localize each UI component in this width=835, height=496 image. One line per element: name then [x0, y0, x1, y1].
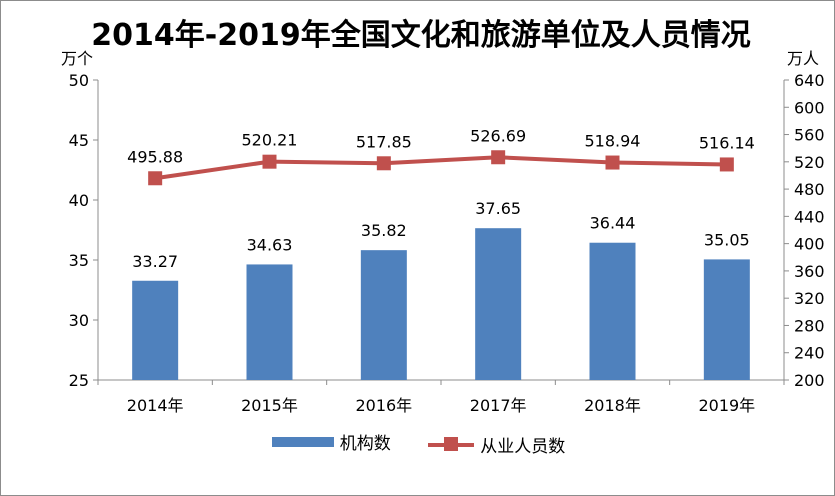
bar-data-label: 36.44 — [590, 214, 636, 233]
legend-line-swatch — [428, 436, 475, 451]
left-axis-unit: 万个 — [61, 49, 94, 68]
line-data-label: 520.21 — [242, 131, 298, 150]
legend-label-bars: 机构数 — [339, 434, 391, 454]
right-axis-tick-label: 240 — [794, 344, 825, 363]
bar — [475, 228, 522, 380]
line-point — [719, 157, 734, 172]
right-axis-tick-label: 320 — [794, 289, 825, 308]
right-axis-tick-label: 640 — [794, 71, 825, 90]
x-axis-tick-label: 2016年 — [355, 396, 412, 415]
legend-item-line: 从业人员数 — [428, 432, 565, 457]
x-axis-tick-label: 2017年 — [470, 396, 527, 415]
left-axis-tick-label: 50 — [69, 71, 89, 90]
chart-legend: 机构数 从业人员数 — [1, 429, 835, 457]
right-axis-tick-label: 480 — [794, 180, 825, 199]
bar — [132, 280, 179, 380]
chart-title: 2014年-2019年全国文化和旅游单位及人员情况 — [91, 18, 751, 53]
line-point — [491, 150, 506, 165]
bar — [589, 242, 636, 380]
x-axis-tick-label: 2019年 — [698, 396, 755, 415]
legend-item-bars: 机构数 — [271, 429, 391, 454]
left-axis-tick-label: 25 — [69, 371, 89, 390]
line-point — [376, 156, 391, 171]
x-axis-tick-label: 2014年 — [127, 396, 184, 415]
bar-data-label: 34.63 — [247, 235, 293, 254]
left-axis-tick-label: 40 — [69, 191, 89, 210]
left-axis-tick-label: 35 — [69, 251, 89, 270]
bar-data-label: 35.82 — [361, 221, 407, 240]
line-data-label: 518.94 — [585, 132, 641, 151]
right-axis-tick-label: 600 — [794, 98, 825, 117]
right-axis-tick-label: 280 — [794, 316, 825, 335]
line-data-label: 526.69 — [470, 126, 526, 145]
line-data-label: 517.85 — [356, 132, 412, 151]
bar — [360, 250, 407, 380]
legend-label-line: 从业人员数 — [480, 437, 566, 457]
bar — [703, 259, 750, 380]
bar-data-label: 35.05 — [704, 230, 750, 249]
left-axis-tick-label: 30 — [69, 311, 89, 330]
right-axis-unit: 万人 — [787, 49, 820, 68]
legend-bar-swatch — [271, 436, 334, 447]
line-data-label: 495.88 — [127, 147, 183, 166]
line-point — [148, 171, 163, 186]
right-axis-tick-label: 360 — [794, 262, 825, 281]
bar-data-label: 33.27 — [132, 252, 178, 271]
right-axis-tick-label: 440 — [794, 207, 825, 226]
line-point — [605, 155, 620, 170]
bar — [246, 264, 293, 380]
bar-data-label: 37.65 — [475, 199, 521, 218]
right-axis-tick-label: 560 — [794, 126, 825, 145]
line-data-label: 516.14 — [699, 133, 755, 152]
line-point — [262, 154, 277, 169]
line-series — [154, 155, 727, 181]
right-axis-tick-label: 400 — [794, 235, 825, 254]
left-axis-tick-label: 45 — [69, 131, 89, 150]
x-axis-tick-label: 2015年 — [241, 396, 298, 415]
x-axis-tick-label: 2018年 — [584, 396, 641, 415]
right-axis-tick-label: 520 — [794, 153, 825, 172]
right-axis-tick-label: 200 — [794, 371, 825, 390]
